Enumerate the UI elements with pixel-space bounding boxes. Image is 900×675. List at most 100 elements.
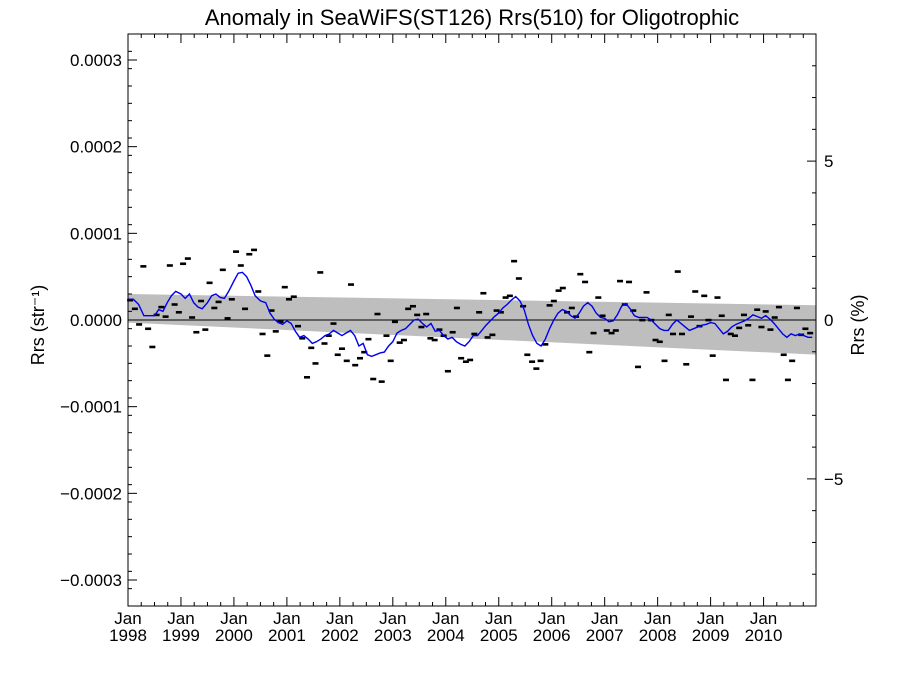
x-tick-label-year: 1999 [162, 626, 200, 645]
data-point [325, 334, 332, 337]
data-point [780, 353, 787, 357]
data-point [533, 367, 540, 370]
data-point [559, 286, 566, 290]
data-point [131, 307, 138, 311]
data-point [497, 311, 504, 314]
data-point [219, 268, 226, 272]
data-point [317, 271, 324, 274]
uncertainty-band-area [128, 294, 816, 355]
data-point [365, 337, 372, 341]
data-point [709, 354, 716, 357]
x-tick-label-month: Jan [273, 609, 300, 628]
data-point [356, 356, 363, 360]
data-point [431, 338, 438, 342]
data-point [701, 294, 708, 298]
x-tick-label-year: 2004 [427, 626, 465, 645]
data-point [418, 325, 425, 329]
data-point [515, 277, 522, 280]
data-point [304, 376, 311, 379]
y-tick-label-left: 0.0002 [70, 138, 122, 157]
data-point [378, 380, 385, 383]
x-tick-label-year: 2005 [480, 626, 518, 645]
data-point [414, 313, 421, 317]
data-point [502, 296, 509, 299]
data-point [153, 313, 160, 317]
data-point [586, 350, 593, 354]
data-point [268, 309, 275, 312]
data-point [718, 314, 725, 318]
data-point [612, 329, 619, 332]
data-point [784, 378, 791, 382]
data-point [775, 305, 782, 309]
data-point [714, 296, 721, 299]
data-point [705, 318, 712, 322]
x-tick-label-month: Jan [220, 609, 247, 628]
data-point [608, 331, 615, 335]
data-point [661, 359, 668, 363]
data-point [427, 337, 434, 340]
data-point [251, 248, 258, 252]
data-point [175, 311, 182, 314]
x-tick-label-year: 2007 [586, 626, 624, 645]
data-point [145, 327, 152, 331]
data-point [352, 363, 359, 367]
x-tick-label-year: 2002 [321, 626, 359, 645]
x-tick-label-month: Jan [697, 609, 724, 628]
data-point [189, 316, 196, 319]
uncertainty-band [128, 294, 816, 355]
data-point [233, 250, 240, 253]
x-tick-label-month: Jan [326, 609, 353, 628]
data-point [202, 328, 209, 331]
x-tick-label-month: Jan [167, 609, 194, 628]
data-point [582, 280, 589, 284]
x-tick-label-month: Jan [538, 609, 565, 628]
data-point [665, 313, 672, 317]
data-point [771, 316, 778, 319]
data-point [679, 332, 686, 336]
data-point [493, 309, 500, 312]
data-point [793, 306, 800, 310]
data-point [347, 283, 354, 286]
data-point [740, 313, 747, 317]
data-point [198, 299, 205, 303]
data-point [295, 324, 302, 328]
data-point [506, 294, 513, 298]
data-point [736, 326, 743, 330]
data-point [281, 285, 288, 289]
data-point [568, 306, 575, 310]
data-point [370, 377, 377, 381]
data-point [639, 318, 646, 322]
data-point [211, 306, 218, 310]
data-point [722, 378, 729, 382]
y-tick-label-left: 0.0000 [70, 311, 122, 330]
chart-title: Anomaly in SeaWiFS(ST126) Rrs(510) for O… [205, 5, 739, 30]
data-point [259, 332, 266, 336]
data-point [136, 323, 143, 326]
axis-ticks: 0.0003 0.0002 0.0001 0.0000 −0.0001 −0.0002 −0… [60, 33, 843, 645]
y-axis-title-right: Rrs (%) [848, 295, 868, 356]
data-point [511, 259, 518, 263]
data-point [264, 354, 271, 357]
data-point [312, 362, 319, 365]
data-point [162, 315, 169, 318]
data-point [338, 347, 345, 350]
x-tick-label-year: 2009 [692, 626, 730, 645]
data-point [599, 314, 606, 318]
data-point [374, 312, 381, 316]
data-point [449, 330, 456, 334]
smoothed-anomaly-line [128, 271, 813, 358]
data-point [484, 336, 491, 339]
data-point [308, 346, 315, 350]
x-tick-label-year: 2000 [215, 626, 253, 645]
data-point [603, 329, 610, 332]
data-point [140, 265, 147, 268]
data-point [255, 290, 262, 293]
data-point [387, 359, 394, 363]
y-tick-label-right: 5 [824, 152, 833, 171]
data-point [453, 306, 460, 310]
data-point [577, 272, 584, 276]
y-tick-label-left: 0.0001 [70, 224, 122, 243]
y-tick-label-right: 0 [824, 311, 833, 330]
data-point [436, 328, 443, 331]
